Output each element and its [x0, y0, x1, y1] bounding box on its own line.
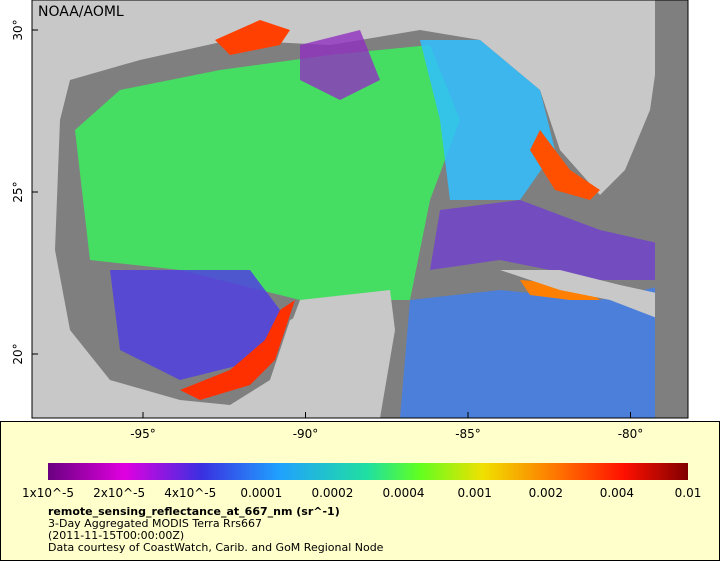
caption-line: Data courtesy of CoastWatch, Carib. and …	[48, 541, 384, 554]
colorbar-label: 0.01	[675, 486, 702, 500]
colorbar-label: 0.0001	[240, 486, 282, 500]
colorbar-label: 0.002	[529, 486, 563, 500]
lon-tick-label: -80°	[618, 427, 644, 441]
lon-tick-label: -95°	[130, 427, 156, 441]
chlorophyll-blue	[110, 270, 280, 380]
colorbar-label: 4x10^-5	[164, 486, 216, 500]
colorbar	[48, 463, 688, 480]
legend-panel	[0, 421, 720, 561]
lon-tick-label: -90°	[293, 427, 319, 441]
map	[32, 0, 688, 418]
cuba	[500, 270, 688, 330]
colorbar-label: 0.0002	[311, 486, 353, 500]
lat-tick-label: 20°	[11, 343, 25, 364]
chlorophyll-purple	[430, 200, 688, 280]
yucatan	[270, 290, 395, 418]
chlorophyll-caribbean	[400, 280, 688, 418]
coastal-red-florida	[530, 130, 600, 200]
colorbar-label: 0.001	[457, 486, 491, 500]
colorbar-label: 2x10^-5	[93, 486, 145, 500]
no-data-strip	[655, 0, 688, 418]
chlorophyll-green	[75, 45, 460, 300]
colorbar-label: 1x10^-5	[22, 486, 74, 500]
colorbar-label: 0.0004	[383, 486, 425, 500]
map-frame	[31, 0, 689, 419]
coastal-red-louisiana	[215, 20, 290, 55]
colorbar-label: 0.004	[600, 486, 634, 500]
credit: NOAA/AOML	[38, 4, 124, 20]
chlorophyll-cyan	[420, 40, 555, 200]
chlorophyll-purple-north	[300, 30, 380, 100]
caption-line: (2011-11-15T00:00:00Z)	[48, 529, 184, 542]
variable-name: remote_sensing_reflectance_at_667_nm (sr…	[48, 505, 340, 518]
lon-tick-label: -85°	[455, 427, 481, 441]
caption-line: 3-Day Aggregated MODIS Terra Rrs667	[48, 517, 262, 530]
coastal-red-mexico	[180, 300, 295, 400]
lat-tick-label: 30°	[11, 19, 25, 40]
lat-tick-label: 25°	[11, 181, 25, 202]
